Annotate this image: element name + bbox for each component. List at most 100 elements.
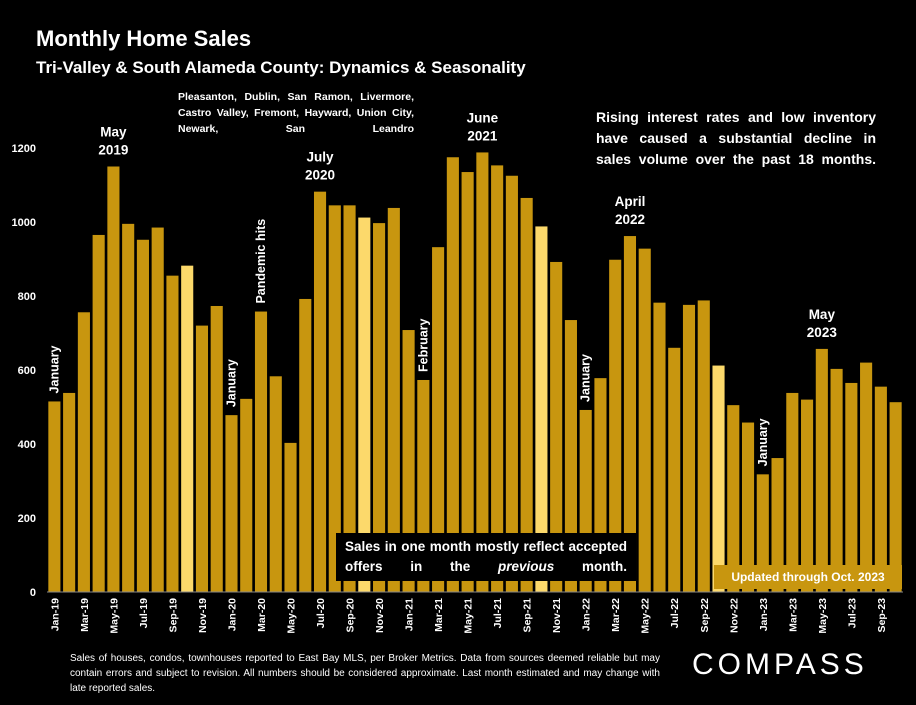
bar-apr-22 (623, 236, 637, 592)
chart-subtitle: Tri-Valley & South Alameda County: Dynam… (36, 58, 526, 77)
chart-annotations: January May 2019 January Pandemic hits July 20… (47, 110, 837, 466)
x-tick-label: Jul-19 (138, 598, 150, 629)
bar-nov-21 (550, 261, 563, 592)
x-tick-label: Mar-19 (79, 598, 91, 632)
bar-apr-23 (801, 399, 814, 592)
updated-badge: Updated through Oct. 2023 (714, 565, 902, 589)
bar-oct-23 (889, 402, 902, 592)
x-tick-label: Jan-21 (404, 598, 416, 631)
x-tick-label: Mar-20 (256, 598, 268, 632)
x-tick-label: Sep-22 (699, 598, 711, 633)
bar-dec-21 (564, 320, 577, 592)
bar-oct-19 (181, 265, 194, 592)
bar-jun-21 (476, 152, 489, 592)
bar-mar-23 (786, 392, 799, 592)
bar-jun-19 (122, 223, 135, 592)
annotation-label: May 2019 (98, 125, 128, 158)
bar-apr-21 (446, 157, 459, 592)
bar-aug-19 (151, 227, 164, 593)
annotation-label: April 2022 (615, 194, 646, 227)
chart-title: Monthly Home Sales (36, 26, 252, 51)
x-tick-label: Nov-19 (197, 598, 209, 633)
annotation-label: Pandemic hits (254, 219, 268, 304)
x-tick-label: Jan-23 (758, 598, 770, 631)
x-tick-label: Jul-22 (669, 598, 681, 629)
bar-series (48, 152, 902, 593)
x-tick-label: Mar-23 (787, 598, 799, 632)
region-list: Pleasanton, Dublin, San Ramon, Livermore… (178, 91, 414, 135)
bar-dec-22 (741, 422, 755, 592)
bar-jan-21 (402, 330, 415, 592)
bar-sep-22 (697, 300, 710, 592)
x-tick-label: Mar-21 (433, 598, 445, 632)
bar-dec-19 (210, 305, 223, 592)
offers-note-end: month. (554, 559, 627, 574)
y-tick-label: 0 (30, 587, 36, 599)
bar-sep-23 (874, 386, 887, 592)
annotation-label: May 2023 (807, 307, 838, 340)
trend-note: Rising interest rates and low inventory … (596, 109, 876, 167)
bar-may-21 (461, 172, 474, 593)
x-tick-label: Nov-20 (374, 598, 386, 633)
annotation-label: January (47, 345, 61, 393)
offers-note: Sales in one month mostly reflect accept… (336, 533, 636, 581)
x-tick-label: Jul-21 (492, 598, 504, 629)
annotation-label: January (756, 418, 770, 466)
x-tick-label: Jan-22 (581, 598, 593, 631)
y-tick-label: 400 (18, 439, 36, 451)
offers-note-italic: previous (497, 559, 555, 574)
bar-nov-20 (373, 223, 386, 593)
bar-aug-23 (860, 362, 873, 592)
y-tick-label: 200 (18, 513, 36, 525)
y-tick-label: 1000 (12, 217, 36, 229)
x-tick-label: Sep-19 (167, 598, 179, 633)
x-tick-label: May-20 (286, 598, 298, 634)
bar-jul-22 (668, 347, 681, 592)
x-axis: Jan-19 Mar-19 May-19 Jul-19 Sep-19 Nov-19 Jan-… (47, 591, 903, 634)
bar-aug-22 (682, 304, 696, 592)
bar-nov-19 (195, 325, 209, 592)
x-tick-label: May-22 (640, 598, 652, 634)
y-tick-label: 800 (18, 291, 36, 303)
x-tick-label: Nov-22 (728, 598, 740, 633)
bar-jun-20 (299, 298, 312, 592)
x-tick-label: Sep-20 (345, 598, 357, 633)
bar-aug-21 (505, 175, 518, 592)
x-tick-label: Sep-23 (876, 598, 888, 633)
x-tick-label: Jul-23 (846, 598, 858, 629)
bar-may-22 (638, 248, 651, 592)
bar-feb-23 (771, 458, 784, 592)
bar-oct-22 (712, 365, 725, 592)
offers-note-text: Sales in one month mostly reflect accept… (345, 539, 627, 574)
bar-apr-19 (92, 234, 105, 592)
annotation-label: June 2021 (467, 110, 499, 143)
annotation-label: July 2020 (305, 150, 335, 183)
bar-jan-23 (756, 474, 769, 592)
annotation-label: January (224, 359, 238, 407)
bar-jul-19 (136, 239, 149, 592)
bar-nov-22 (727, 405, 740, 592)
bar-mar-21 (432, 247, 445, 592)
bar-may-20 (284, 442, 297, 592)
bar-may-23 (815, 348, 828, 592)
bar-sep-19 (166, 275, 179, 592)
x-tick-label: Jan-19 (49, 598, 61, 631)
bar-feb-20 (240, 398, 253, 592)
x-tick-label: Mar-22 (610, 598, 622, 632)
bar-mar-20 (254, 311, 268, 592)
bar-aug-20 (328, 205, 341, 592)
bar-mar-19 (77, 312, 90, 592)
y-tick-label: 1200 (12, 143, 36, 155)
bar-jun-23 (830, 368, 843, 592)
bar-jun-22 (653, 302, 666, 592)
bar-dec-20 (387, 207, 400, 592)
bar-mar-22 (609, 259, 622, 592)
bar-jan-19 (48, 401, 61, 592)
x-tick-label: Nov-21 (551, 598, 563, 633)
x-tick-label: Jul-20 (315, 598, 327, 629)
bar-jul-23 (845, 382, 858, 592)
y-tick-label: 600 (18, 365, 36, 377)
annotation-label: February (416, 318, 430, 372)
bar-oct-21 (535, 226, 548, 592)
